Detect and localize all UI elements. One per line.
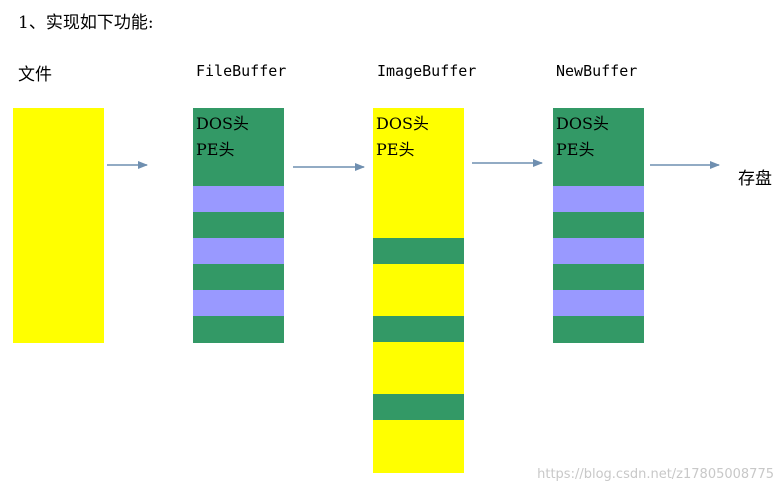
newbuffer-section xyxy=(553,290,644,316)
filebuffer-section xyxy=(193,238,284,264)
filebuffer-section xyxy=(193,186,284,212)
imagebuffer-section xyxy=(373,394,464,420)
newbuffer-section xyxy=(553,316,644,343)
imagebuffer-section xyxy=(373,238,464,264)
imagebuffer-dos-header-label: DOS头 xyxy=(376,114,429,133)
imagebuffer-label: ImageBuffer xyxy=(377,62,477,80)
newbuffer-section xyxy=(553,264,644,290)
filebuffer-pe-header-label: PE头 xyxy=(196,140,235,159)
imagebuffer-pe-header-label: PE头 xyxy=(376,140,415,159)
newbuffer-pe-header-label: PE头 xyxy=(556,140,595,159)
newbuffer-label: NewBuffer xyxy=(556,62,638,80)
imagebuffer-section xyxy=(373,420,464,473)
imagebuffer-header-section xyxy=(373,108,464,238)
file-label: 文件 xyxy=(18,65,52,85)
newbuffer-header-section xyxy=(553,108,644,186)
watermark: https://blog.csdn.net/z17805008775 xyxy=(537,467,774,482)
filebuffer-section xyxy=(193,212,284,238)
filebuffer-section xyxy=(193,290,284,316)
newbuffer-section xyxy=(553,186,644,212)
page-title: 1、实现如下功能: xyxy=(18,13,154,33)
filebuffer-section xyxy=(193,264,284,290)
filebuffer-label: FileBuffer xyxy=(196,62,287,80)
newbuffer-dos-header-label: DOS头 xyxy=(556,114,609,133)
imagebuffer-section xyxy=(373,264,464,316)
imagebuffer-section xyxy=(373,316,464,342)
newbuffer-section xyxy=(553,238,644,264)
newbuffer-section xyxy=(553,212,644,238)
imagebuffer-section xyxy=(373,342,464,394)
filebuffer-section xyxy=(193,316,284,343)
filebuffer-header-section xyxy=(193,108,284,186)
save-label: 存盘 xyxy=(738,169,772,189)
file-block xyxy=(13,108,104,343)
filebuffer-dos-header-label: DOS头 xyxy=(196,114,249,133)
